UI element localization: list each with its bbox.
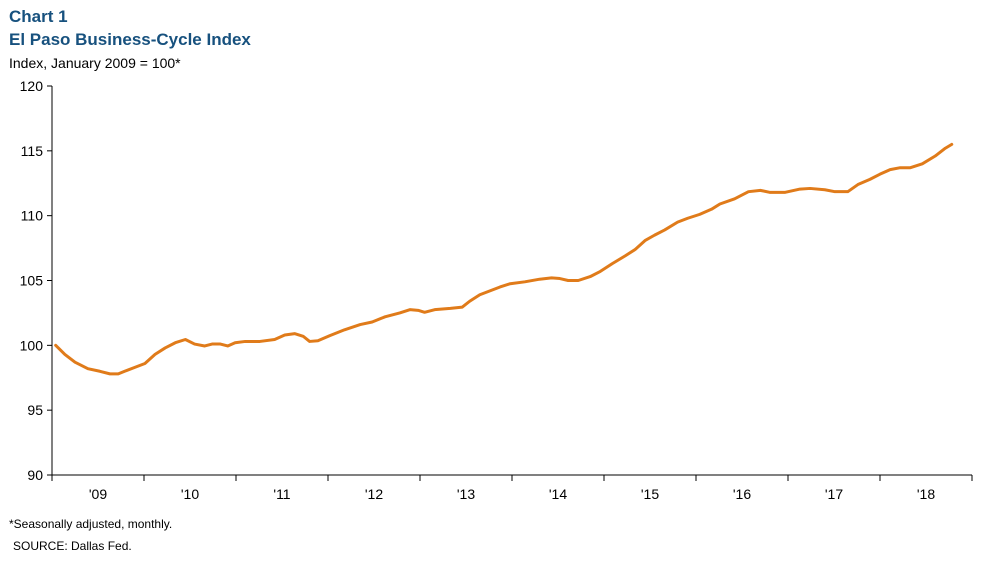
y-tick-label: 115 [21,143,44,159]
chart-title: Chart 1 [9,7,68,26]
x-tick-label: '16 [733,486,751,502]
y-axis-label: Index, January 2009 = 100* [9,55,181,71]
x-tick-label: '13 [457,486,475,502]
y-tick-label: 105 [20,273,44,289]
y-tick-label: 90 [27,467,43,483]
x-tick-label: '11 [273,486,290,502]
chart-subtitle: El Paso Business-Cycle Index [9,30,251,49]
y-tick-label: 100 [20,337,44,353]
x-tick-label: '18 [917,486,935,502]
x-tick-label: '10 [181,486,199,502]
y-tick-label: 95 [27,402,43,418]
source-note: SOURCE: Dallas Fed. [13,539,132,553]
x-tick-label: '17 [825,486,843,502]
x-tick-label: '09 [89,486,107,502]
data-line [54,142,954,376]
y-tick-label: 110 [21,208,44,224]
x-tick-label: '12 [365,486,383,502]
x-tick-label: '14 [549,486,567,502]
footnote: *Seasonally adjusted, monthly. [9,517,172,531]
x-tick-label: '15 [641,486,659,502]
y-tick-label: 120 [20,78,44,94]
